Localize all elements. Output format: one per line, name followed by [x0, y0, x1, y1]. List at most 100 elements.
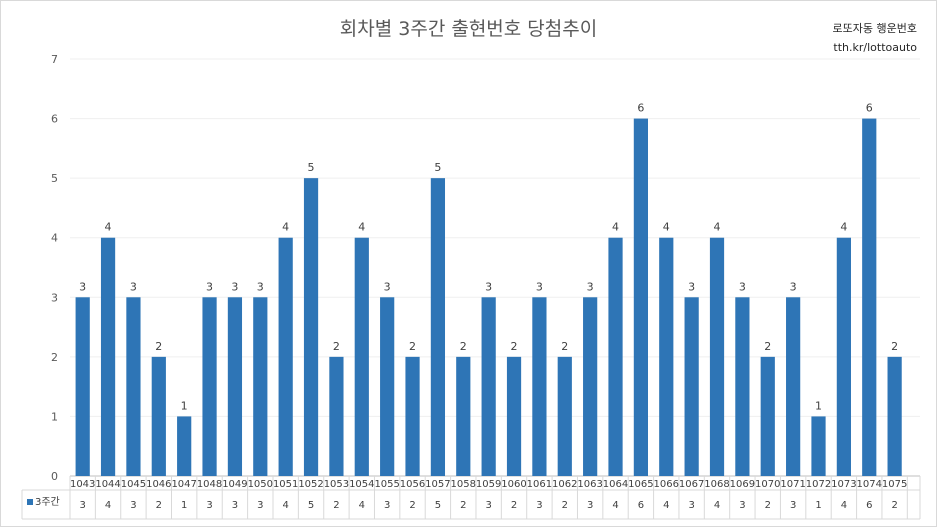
category-label: 1045: [121, 479, 146, 490]
table-value: 6: [638, 500, 644, 511]
bar: [532, 297, 547, 476]
bar: [557, 356, 572, 476]
data-label: 3: [536, 280, 543, 293]
data-label: 2: [764, 340, 771, 353]
category-label: 1065: [628, 479, 653, 490]
data-label: 3: [384, 280, 391, 293]
table-value: 5: [308, 500, 314, 511]
bar: [836, 237, 851, 476]
table-value: 3: [587, 500, 593, 511]
bar: [227, 297, 243, 476]
data-label: 3: [587, 280, 594, 293]
category-label: 1053: [324, 479, 349, 490]
data-label: 4: [612, 221, 619, 234]
data-label: 4: [663, 221, 670, 234]
table-value: 4: [841, 500, 847, 511]
category-label: 1047: [171, 479, 196, 490]
y-tick-label: 7: [51, 53, 58, 66]
table-value: 2: [511, 500, 517, 511]
bar: [405, 356, 420, 476]
table-value: 5: [435, 500, 441, 511]
table-value: 1: [181, 500, 187, 511]
category-label: 1067: [679, 479, 704, 490]
category-label: 1066: [654, 479, 679, 490]
data-label: 5: [434, 161, 441, 174]
bar: [608, 237, 623, 476]
category-label: 1073: [831, 479, 856, 490]
category-label: 1070: [755, 479, 780, 490]
category-label: 1051: [273, 479, 298, 490]
y-tick-label: 6: [51, 113, 58, 126]
table-value: 2: [409, 500, 415, 511]
data-label: 2: [460, 340, 467, 353]
bar: [887, 356, 902, 476]
category-label: 1069: [730, 479, 755, 490]
data-label: 5: [308, 161, 315, 174]
category-label: 1044: [95, 479, 120, 490]
data-label: 2: [409, 340, 416, 353]
data-label: 1: [181, 399, 188, 412]
table-value: 4: [359, 500, 365, 511]
table-value: 3: [130, 500, 136, 511]
bar: [760, 356, 775, 476]
category-label: 1074: [857, 479, 882, 490]
bar: [506, 356, 522, 476]
data-label: 4: [840, 221, 847, 234]
chart-title: 회차별 3주간 출현번호 당첨추이: [339, 18, 598, 40]
y-tick-label: 3: [51, 291, 58, 304]
bar: [126, 297, 141, 476]
y-tick-label: 0: [51, 470, 58, 483]
data-label: 2: [561, 340, 568, 353]
bar: [709, 237, 725, 476]
table-value: 3: [232, 500, 238, 511]
data-label: 3: [790, 280, 797, 293]
category-label: 1061: [527, 479, 552, 490]
table-value: 3: [739, 500, 745, 511]
bar: [177, 416, 192, 476]
table-value: 4: [714, 500, 720, 511]
data-label: 2: [891, 340, 898, 353]
data-label: 1: [815, 399, 822, 412]
bar: [329, 356, 344, 476]
table-value: 2: [460, 500, 466, 511]
data-label: 4: [105, 221, 112, 234]
bar: [481, 297, 496, 476]
data-label: 4: [358, 221, 365, 234]
bar: [786, 297, 801, 476]
bar: [100, 237, 116, 476]
bar: [278, 237, 293, 476]
category-label: 1064: [603, 479, 628, 490]
y-tick-label: 4: [51, 232, 58, 245]
table-value: 4: [105, 500, 111, 511]
bar: [253, 297, 268, 476]
data-label: 3: [206, 280, 213, 293]
brand-url: tth.kr/lottoauto: [833, 41, 917, 54]
table-value: 2: [562, 500, 568, 511]
bar: [75, 297, 90, 476]
bar: [684, 297, 699, 476]
y-tick-label: 5: [51, 172, 58, 185]
y-tick-label: 2: [51, 351, 58, 364]
category-label: 1056: [400, 479, 425, 490]
data-label: 2: [511, 340, 518, 353]
data-label: 3: [257, 280, 264, 293]
category-label: 1068: [704, 479, 729, 490]
data-label: 3: [485, 280, 492, 293]
table-value: 1: [815, 500, 821, 511]
table-value: 3: [79, 500, 85, 511]
table-value: 3: [688, 500, 694, 511]
bar: [380, 297, 395, 476]
category-label: 1043: [70, 479, 95, 490]
category-label: 1049: [222, 479, 247, 490]
data-label: 2: [155, 340, 162, 353]
y-tick-label: 1: [51, 410, 58, 423]
bar: [811, 416, 826, 476]
data-label: 2: [333, 340, 340, 353]
brand-name: 로또자동 행운번호: [832, 22, 917, 35]
bar: [659, 237, 674, 476]
table-value: 6: [866, 500, 872, 511]
data-label: 6: [866, 102, 873, 115]
table-value: 2: [156, 500, 162, 511]
table-value: 3: [384, 500, 390, 511]
